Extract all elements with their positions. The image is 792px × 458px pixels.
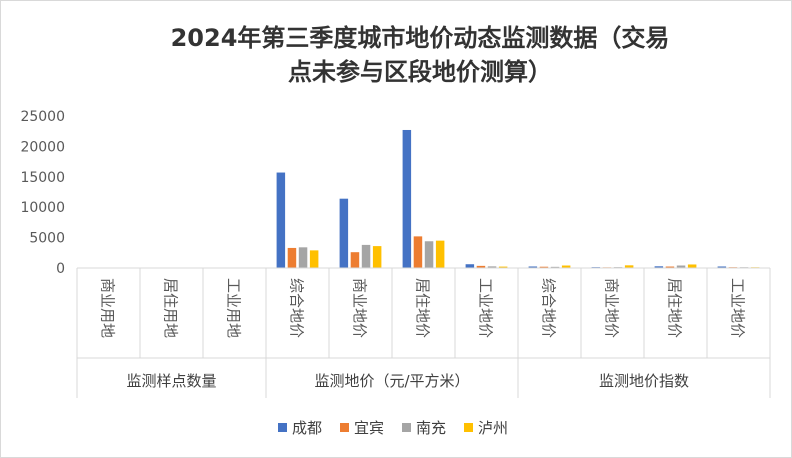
bar-泸州-4 (372, 246, 382, 268)
x-group-label: 监测地价（元/平方米） (314, 372, 469, 390)
x-category-label: 商业地价 (351, 278, 369, 338)
bar-宜宾-3 (287, 247, 297, 268)
legend-swatch-宜宾 (340, 423, 349, 432)
x-group-label: 监测地价指数 (599, 372, 689, 390)
x-category-label: 综合地价 (540, 278, 558, 338)
legend-swatch-成都 (278, 423, 287, 432)
bar-南充-6 (487, 266, 497, 268)
bar-南充-5 (424, 241, 434, 268)
x-category-label: 工业用地 (225, 278, 243, 338)
bar-南充-9 (676, 265, 686, 268)
x-category-label: 商业地价 (603, 278, 621, 338)
legend-swatch-泸州 (464, 423, 473, 432)
x-category-label: 居住地价 (666, 278, 684, 338)
x-category-label: 工业地价 (477, 278, 495, 338)
bar-泸州-8 (624, 265, 634, 268)
bar-宜宾-6 (476, 265, 486, 268)
bar-宜宾-4 (350, 252, 360, 268)
bar-泸州-6 (498, 266, 508, 268)
bar-成都-3 (276, 172, 286, 268)
x-group-label: 监测样点数量 (126, 372, 216, 390)
bar-成都-7 (528, 266, 538, 268)
legend: 成都 宜宾 南充 泸州 (278, 419, 508, 437)
bar-宜宾-9 (665, 266, 675, 268)
legend-label: 宜宾 (354, 419, 384, 437)
bar-泸州-7 (561, 265, 571, 268)
legend-swatch-南充 (402, 423, 411, 432)
x-category-label: 居住用地 (162, 278, 180, 338)
bar-宜宾-7 (539, 266, 549, 268)
chart-title-line-2: 点未参与区段地价测算） (288, 58, 552, 86)
x-category-label: 居住地价 (414, 278, 432, 338)
x-axis: 商业用地 居住用地 工业用地 综合地价 商业地价 居住地价 工业地价 综合地价 商业地价 居住地价… (76, 267, 771, 398)
legend-label: 泸州 (478, 419, 508, 437)
bar-成都-10 (717, 266, 727, 268)
y-axis: 0 5000 10000 15000 20000 25000 (20, 109, 65, 277)
bar-泸州-9 (687, 264, 697, 268)
y-tick-label: 20000 (20, 139, 65, 155)
y-tick-label: 15000 (20, 170, 65, 186)
x-category-label: 工业地价 (729, 278, 747, 338)
bar-成都-5 (402, 129, 412, 268)
bar-成都-4 (339, 198, 349, 268)
bar-泸州-5 (435, 240, 445, 268)
bar-宜宾-5 (413, 236, 423, 268)
bar-南充-3 (298, 247, 308, 268)
bars-layer (276, 129, 760, 268)
bar-南充-7 (550, 266, 560, 268)
bar-南充-4 (361, 244, 371, 268)
legend-label: 南充 (416, 419, 446, 437)
y-tick-label: 25000 (20, 109, 65, 125)
legend-label: 成都 (292, 419, 322, 437)
chart-title-line-1: 2024年第三季度城市地价动态监测数据（交易 (171, 24, 670, 52)
x-category-label: 商业用地 (99, 278, 117, 338)
y-tick-label: 5000 (29, 231, 65, 247)
y-tick-label: 10000 (20, 200, 65, 216)
y-tick-label: 0 (56, 261, 65, 277)
bar-成都-9 (654, 266, 664, 268)
x-category-label: 综合地价 (288, 278, 306, 338)
bar-泸州-3 (309, 250, 319, 268)
bar-成都-6 (465, 264, 475, 268)
